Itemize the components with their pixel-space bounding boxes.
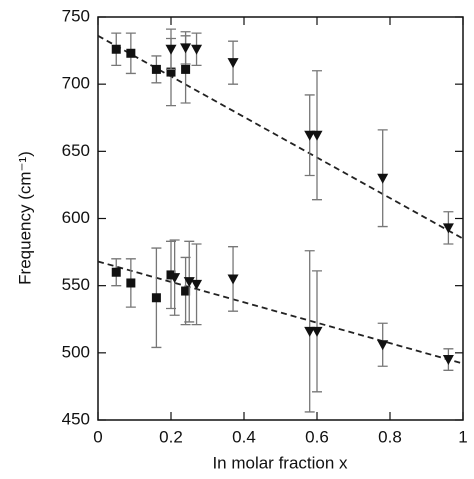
triangle-marker xyxy=(180,43,192,54)
triangle-marker xyxy=(227,58,239,69)
triangle-marker xyxy=(304,326,316,337)
y-tick-label: 700 xyxy=(62,74,90,93)
square-marker xyxy=(181,64,191,74)
y-tick-label: 450 xyxy=(62,409,90,428)
y-tick-label: 650 xyxy=(62,141,90,160)
triangle-marker xyxy=(377,173,389,184)
y-axis-label: Frequency (cm⁻¹) xyxy=(15,151,34,285)
x-tick-label: 0 xyxy=(93,427,102,446)
triangle-marker xyxy=(183,277,195,288)
triangle-marker xyxy=(165,44,177,55)
triangle-marker xyxy=(311,130,323,141)
square-marker xyxy=(111,267,121,277)
square-marker xyxy=(126,278,136,288)
triangle-marker xyxy=(311,326,323,337)
triangle-marker xyxy=(191,44,203,55)
x-tick-label: 0.4 xyxy=(232,427,256,446)
y-tick-label: 600 xyxy=(62,208,90,227)
x-tick-label: 0.6 xyxy=(305,427,329,446)
square-marker xyxy=(151,64,161,74)
square-marker xyxy=(111,44,121,54)
x-axis-label: In molar fraction x xyxy=(212,453,348,472)
triangle-marker xyxy=(442,223,454,234)
triangle-marker xyxy=(169,273,181,284)
triangle-marker xyxy=(227,274,239,285)
square-marker xyxy=(181,286,191,296)
square-marker xyxy=(151,293,161,303)
triangle-marker xyxy=(442,355,454,366)
triangle-marker xyxy=(191,279,203,290)
plot-frame xyxy=(97,16,464,421)
y-tick-label: 750 xyxy=(62,6,90,25)
triangle-marker xyxy=(377,340,389,351)
y-tick-label: 550 xyxy=(62,275,90,294)
square-marker xyxy=(126,48,136,58)
x-tick-label: 0.2 xyxy=(159,427,183,446)
square-marker xyxy=(166,67,176,77)
y-tick-label: 500 xyxy=(62,342,90,361)
x-tick-label: 0.8 xyxy=(378,427,402,446)
fit-line xyxy=(97,260,464,365)
triangle-marker xyxy=(304,130,316,141)
x-tick-label: 1 xyxy=(458,427,467,446)
